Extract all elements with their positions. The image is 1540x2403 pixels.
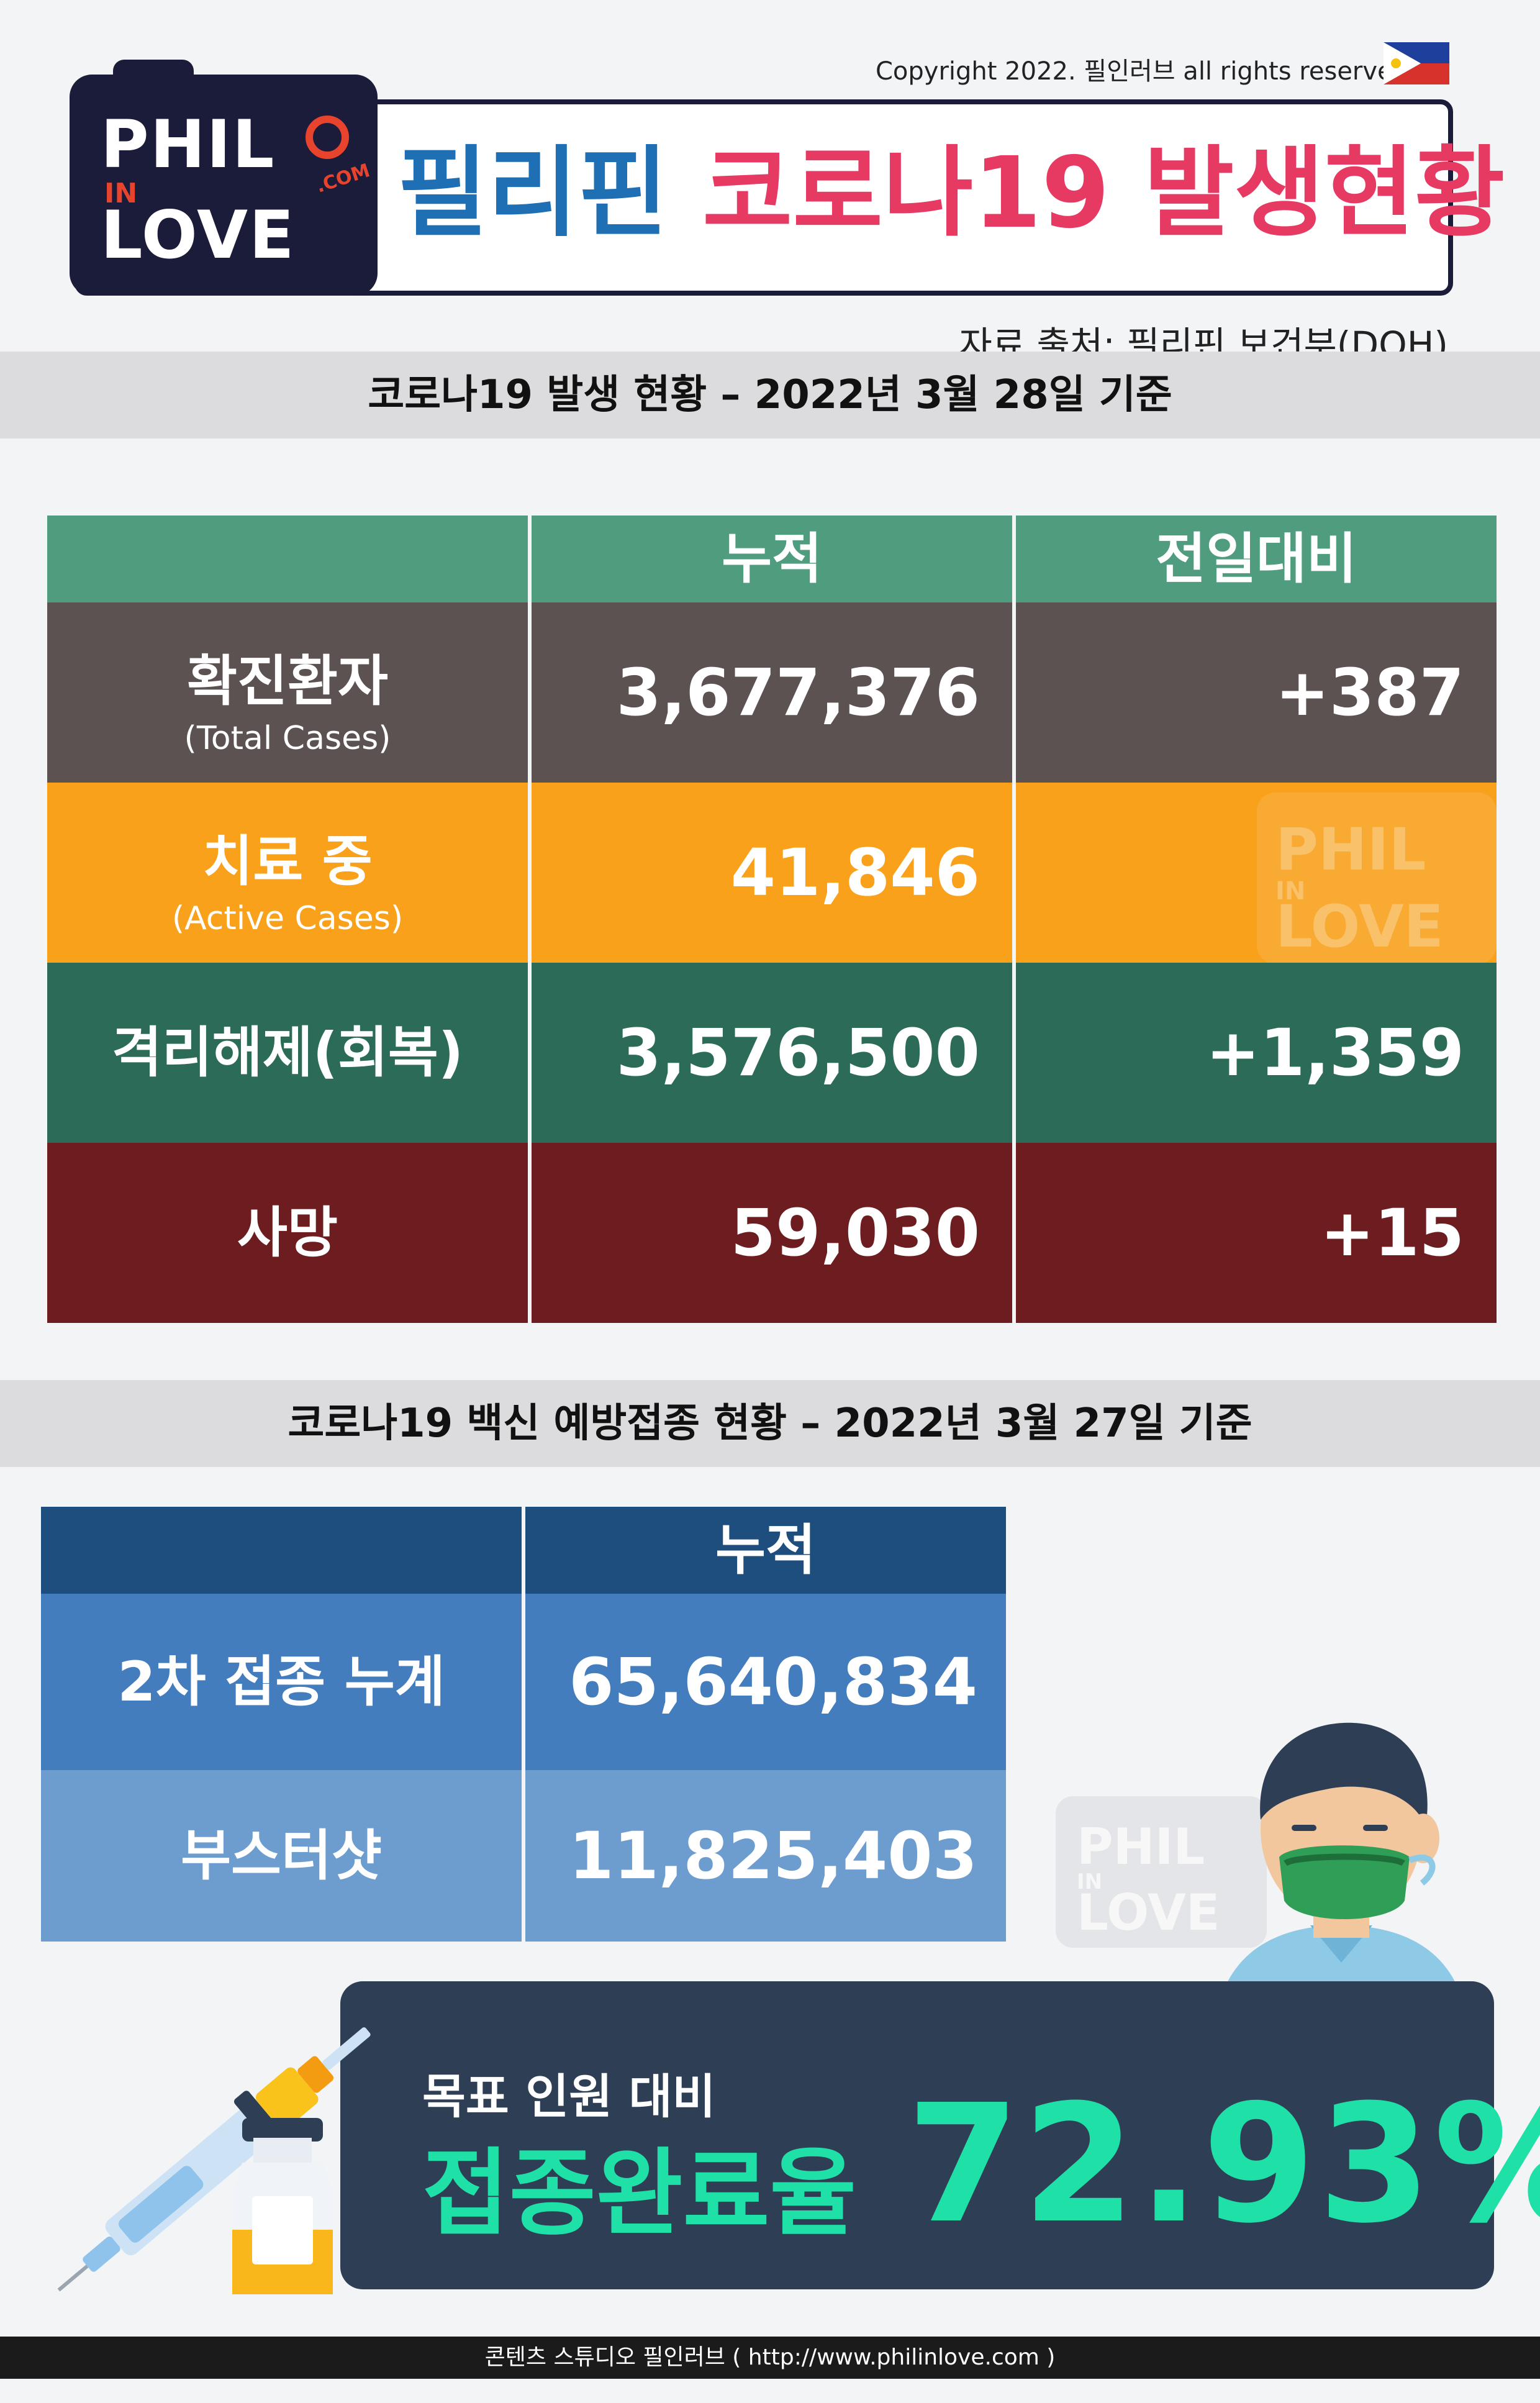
change-confirmed: +387	[1016, 602, 1497, 783]
row-label-booster: 부스터샷	[41, 1770, 522, 1942]
value-booster: 11,825,403	[525, 1770, 1006, 1942]
masked-person-illustration	[1205, 1714, 1478, 2012]
value-confirmed: 3,677,376	[532, 602, 1012, 783]
change-deaths: +15	[1016, 1143, 1497, 1323]
goal-subtitle: 목표 인원 대비	[422, 2069, 716, 2124]
value-active: 41,846	[532, 783, 1012, 963]
philinlove-logo: PHIL IN LOVE .COM	[70, 60, 378, 296]
row-label-second-dose: 2차 접종 누계	[41, 1594, 522, 1770]
camera-lens-icon	[306, 116, 349, 159]
cases-section-title: 코로나19 발생 현황 – 2022년 3월 28일 기준	[0, 352, 1540, 438]
footer: 콘텐츠 스튜디오 필인러브 ( http://www.philinlove.co…	[0, 2337, 1540, 2379]
change-recovered: +1,359	[1016, 963, 1497, 1143]
watermark-logo-2: PHIL IN LOVE	[1056, 1796, 1267, 1948]
row-label-recovered: 격리해제(회복)	[47, 963, 528, 1143]
value-second-dose: 65,640,834	[525, 1594, 1006, 1770]
cases-col-cumulative: 누적	[532, 516, 1012, 602]
title-country: 필리핀	[397, 136, 669, 250]
goal-value: 72.93%	[907, 2069, 1540, 2259]
cases-header-blank	[47, 516, 528, 602]
row-label-active: 치료 중 (Active Cases)	[47, 783, 528, 963]
change-active	[1016, 783, 1497, 963]
syringe-vial-illustration	[56, 1969, 379, 2298]
value-deaths: 59,030	[532, 1143, 1012, 1323]
title-topic: 코로나19 발생현황	[702, 136, 1505, 250]
vaccine-header-blank	[41, 1507, 522, 1594]
vaccination-goal-card	[340, 1981, 1494, 2289]
watermark-logo: PHIL IN LOVE	[1257, 793, 1497, 964]
vaccine-section-title: 코로나19 백신 예방접종 현황 – 2022년 3월 27일 기준	[0, 1380, 1540, 1467]
row-label-deaths: 사망	[47, 1143, 528, 1323]
value-recovered: 3,576,500	[532, 963, 1012, 1143]
goal-label: 접종완료율	[422, 2138, 857, 2248]
row-label-confirmed: 확진환자 (Total Cases)	[47, 602, 528, 783]
cases-col-change: 전일대비	[1016, 516, 1497, 602]
page-title: 필리핀 코로나19 발생현황	[397, 144, 1505, 242]
copyright-text: Copyright 2022. 필인러브 all rights reserved	[876, 57, 1409, 86]
vaccine-col-cumulative: 누적	[525, 1507, 1006, 1594]
philippine-flag-icon	[1384, 42, 1449, 84]
